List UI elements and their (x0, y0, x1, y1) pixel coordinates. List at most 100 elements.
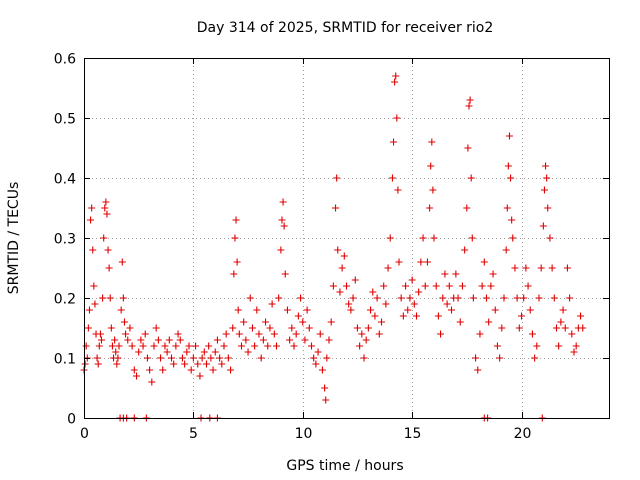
data-point (255, 330, 263, 338)
data-point (557, 318, 565, 326)
data-point (402, 282, 410, 290)
data-point (390, 138, 398, 146)
data-point (515, 324, 523, 332)
data-point (356, 342, 364, 350)
data-point (489, 270, 497, 278)
data-point (378, 318, 385, 326)
data-point (371, 312, 379, 320)
data-point (183, 348, 191, 356)
data-point (419, 234, 427, 242)
data-point (139, 342, 147, 350)
data-point (192, 342, 200, 350)
data-point (194, 360, 202, 368)
data-point (550, 294, 558, 302)
data-point (95, 342, 103, 350)
data-point (103, 210, 111, 218)
data-point (526, 306, 534, 314)
data-point (88, 204, 96, 212)
data-point (386, 234, 394, 242)
y-tick-label: 0.5 (54, 112, 76, 128)
y-tick-label: 0.1 (54, 352, 76, 368)
data-point (413, 312, 420, 320)
data-point (340, 252, 348, 260)
data-point (570, 348, 578, 356)
data-point (102, 198, 110, 206)
data-point (299, 318, 307, 326)
data-point (275, 294, 283, 302)
data-point (445, 282, 453, 290)
data-point (332, 204, 340, 212)
data-point (394, 186, 402, 194)
data-point (338, 264, 346, 272)
data-point (544, 204, 552, 212)
data-point (472, 354, 480, 362)
data-point (518, 312, 525, 320)
data-point (277, 246, 285, 254)
data-point (496, 354, 504, 362)
data-point (504, 162, 512, 170)
data-point (213, 336, 221, 344)
data-point (439, 294, 447, 302)
data-point (343, 282, 350, 290)
data-point (505, 132, 513, 140)
data-point (94, 360, 102, 368)
data-point (207, 354, 215, 362)
data-point (91, 300, 99, 308)
data-point (264, 342, 272, 350)
data-point (106, 294, 114, 302)
data-point (421, 282, 429, 290)
data-point (98, 336, 105, 344)
data-point (278, 216, 286, 224)
data-point (113, 360, 121, 368)
data-point (294, 312, 302, 320)
data-point (189, 354, 197, 362)
data-point (353, 324, 361, 332)
data-point (474, 366, 482, 374)
data-point (454, 294, 462, 302)
plot-frame (84, 58, 610, 419)
chart-title: Day 314 of 2025, SRMTID for receiver rio… (197, 20, 494, 36)
data-point (417, 258, 425, 266)
data-point (572, 342, 580, 350)
data-point (251, 342, 259, 350)
data-point (428, 138, 436, 146)
data-point (542, 162, 550, 170)
data-point (362, 336, 370, 344)
data-point (90, 282, 98, 290)
y-tick-label: 0.4 (54, 172, 76, 188)
data-point (161, 342, 169, 350)
data-point (325, 336, 333, 344)
data-point (322, 396, 330, 404)
data-point (163, 348, 171, 356)
data-point (509, 234, 517, 242)
data-point (122, 330, 130, 338)
data-point (231, 234, 239, 242)
x-tick-label: 5 (189, 426, 198, 442)
data-point (119, 294, 127, 302)
data-point (367, 306, 375, 314)
data-point (491, 306, 499, 314)
data-point (141, 330, 149, 338)
data-point (82, 342, 90, 350)
data-point (170, 360, 178, 368)
data-point (205, 342, 213, 350)
data-point (152, 324, 160, 332)
data-point (273, 342, 280, 350)
data-point (456, 318, 464, 326)
data-point (511, 264, 519, 272)
data-point (537, 264, 545, 272)
data-point (118, 258, 126, 266)
data-points (80, 72, 587, 422)
data-point (120, 318, 128, 326)
data-point (279, 198, 287, 206)
data-point (253, 306, 261, 314)
data-point (427, 162, 435, 170)
data-point (531, 354, 539, 362)
data-point (224, 354, 232, 362)
data-point (268, 300, 276, 308)
data-point (524, 282, 532, 290)
data-point (503, 204, 511, 212)
x-tick-label: 20 (514, 426, 532, 442)
axis-ticks: 0 5 10 15 20 0 0.1 0.2 0.3 0.4 0.5 0.6 (54, 52, 609, 442)
